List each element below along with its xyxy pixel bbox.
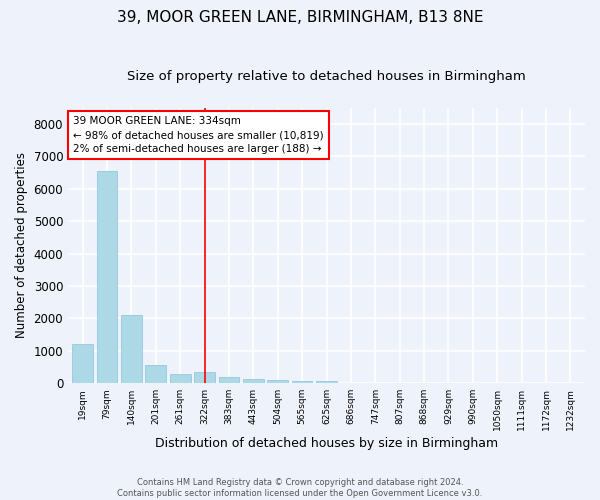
Bar <box>194 372 215 383</box>
Bar <box>316 382 337 383</box>
Bar <box>97 171 118 383</box>
Text: 39 MOOR GREEN LANE: 334sqm
← 98% of detached houses are smaller (10,819)
2% of s: 39 MOOR GREEN LANE: 334sqm ← 98% of deta… <box>73 116 324 154</box>
Text: 39, MOOR GREEN LANE, BIRMINGHAM, B13 8NE: 39, MOOR GREEN LANE, BIRMINGHAM, B13 8NE <box>117 10 483 25</box>
Bar <box>73 344 93 383</box>
Bar <box>145 366 166 383</box>
Bar <box>243 379 264 383</box>
Bar <box>121 315 142 383</box>
Y-axis label: Number of detached properties: Number of detached properties <box>15 152 28 338</box>
Bar <box>292 382 313 383</box>
Title: Size of property relative to detached houses in Birmingham: Size of property relative to detached ho… <box>127 70 526 83</box>
Bar <box>218 377 239 383</box>
X-axis label: Distribution of detached houses by size in Birmingham: Distribution of detached houses by size … <box>155 437 498 450</box>
Bar <box>170 374 191 383</box>
Bar <box>268 380 288 383</box>
Text: Contains HM Land Registry data © Crown copyright and database right 2024.
Contai: Contains HM Land Registry data © Crown c… <box>118 478 482 498</box>
